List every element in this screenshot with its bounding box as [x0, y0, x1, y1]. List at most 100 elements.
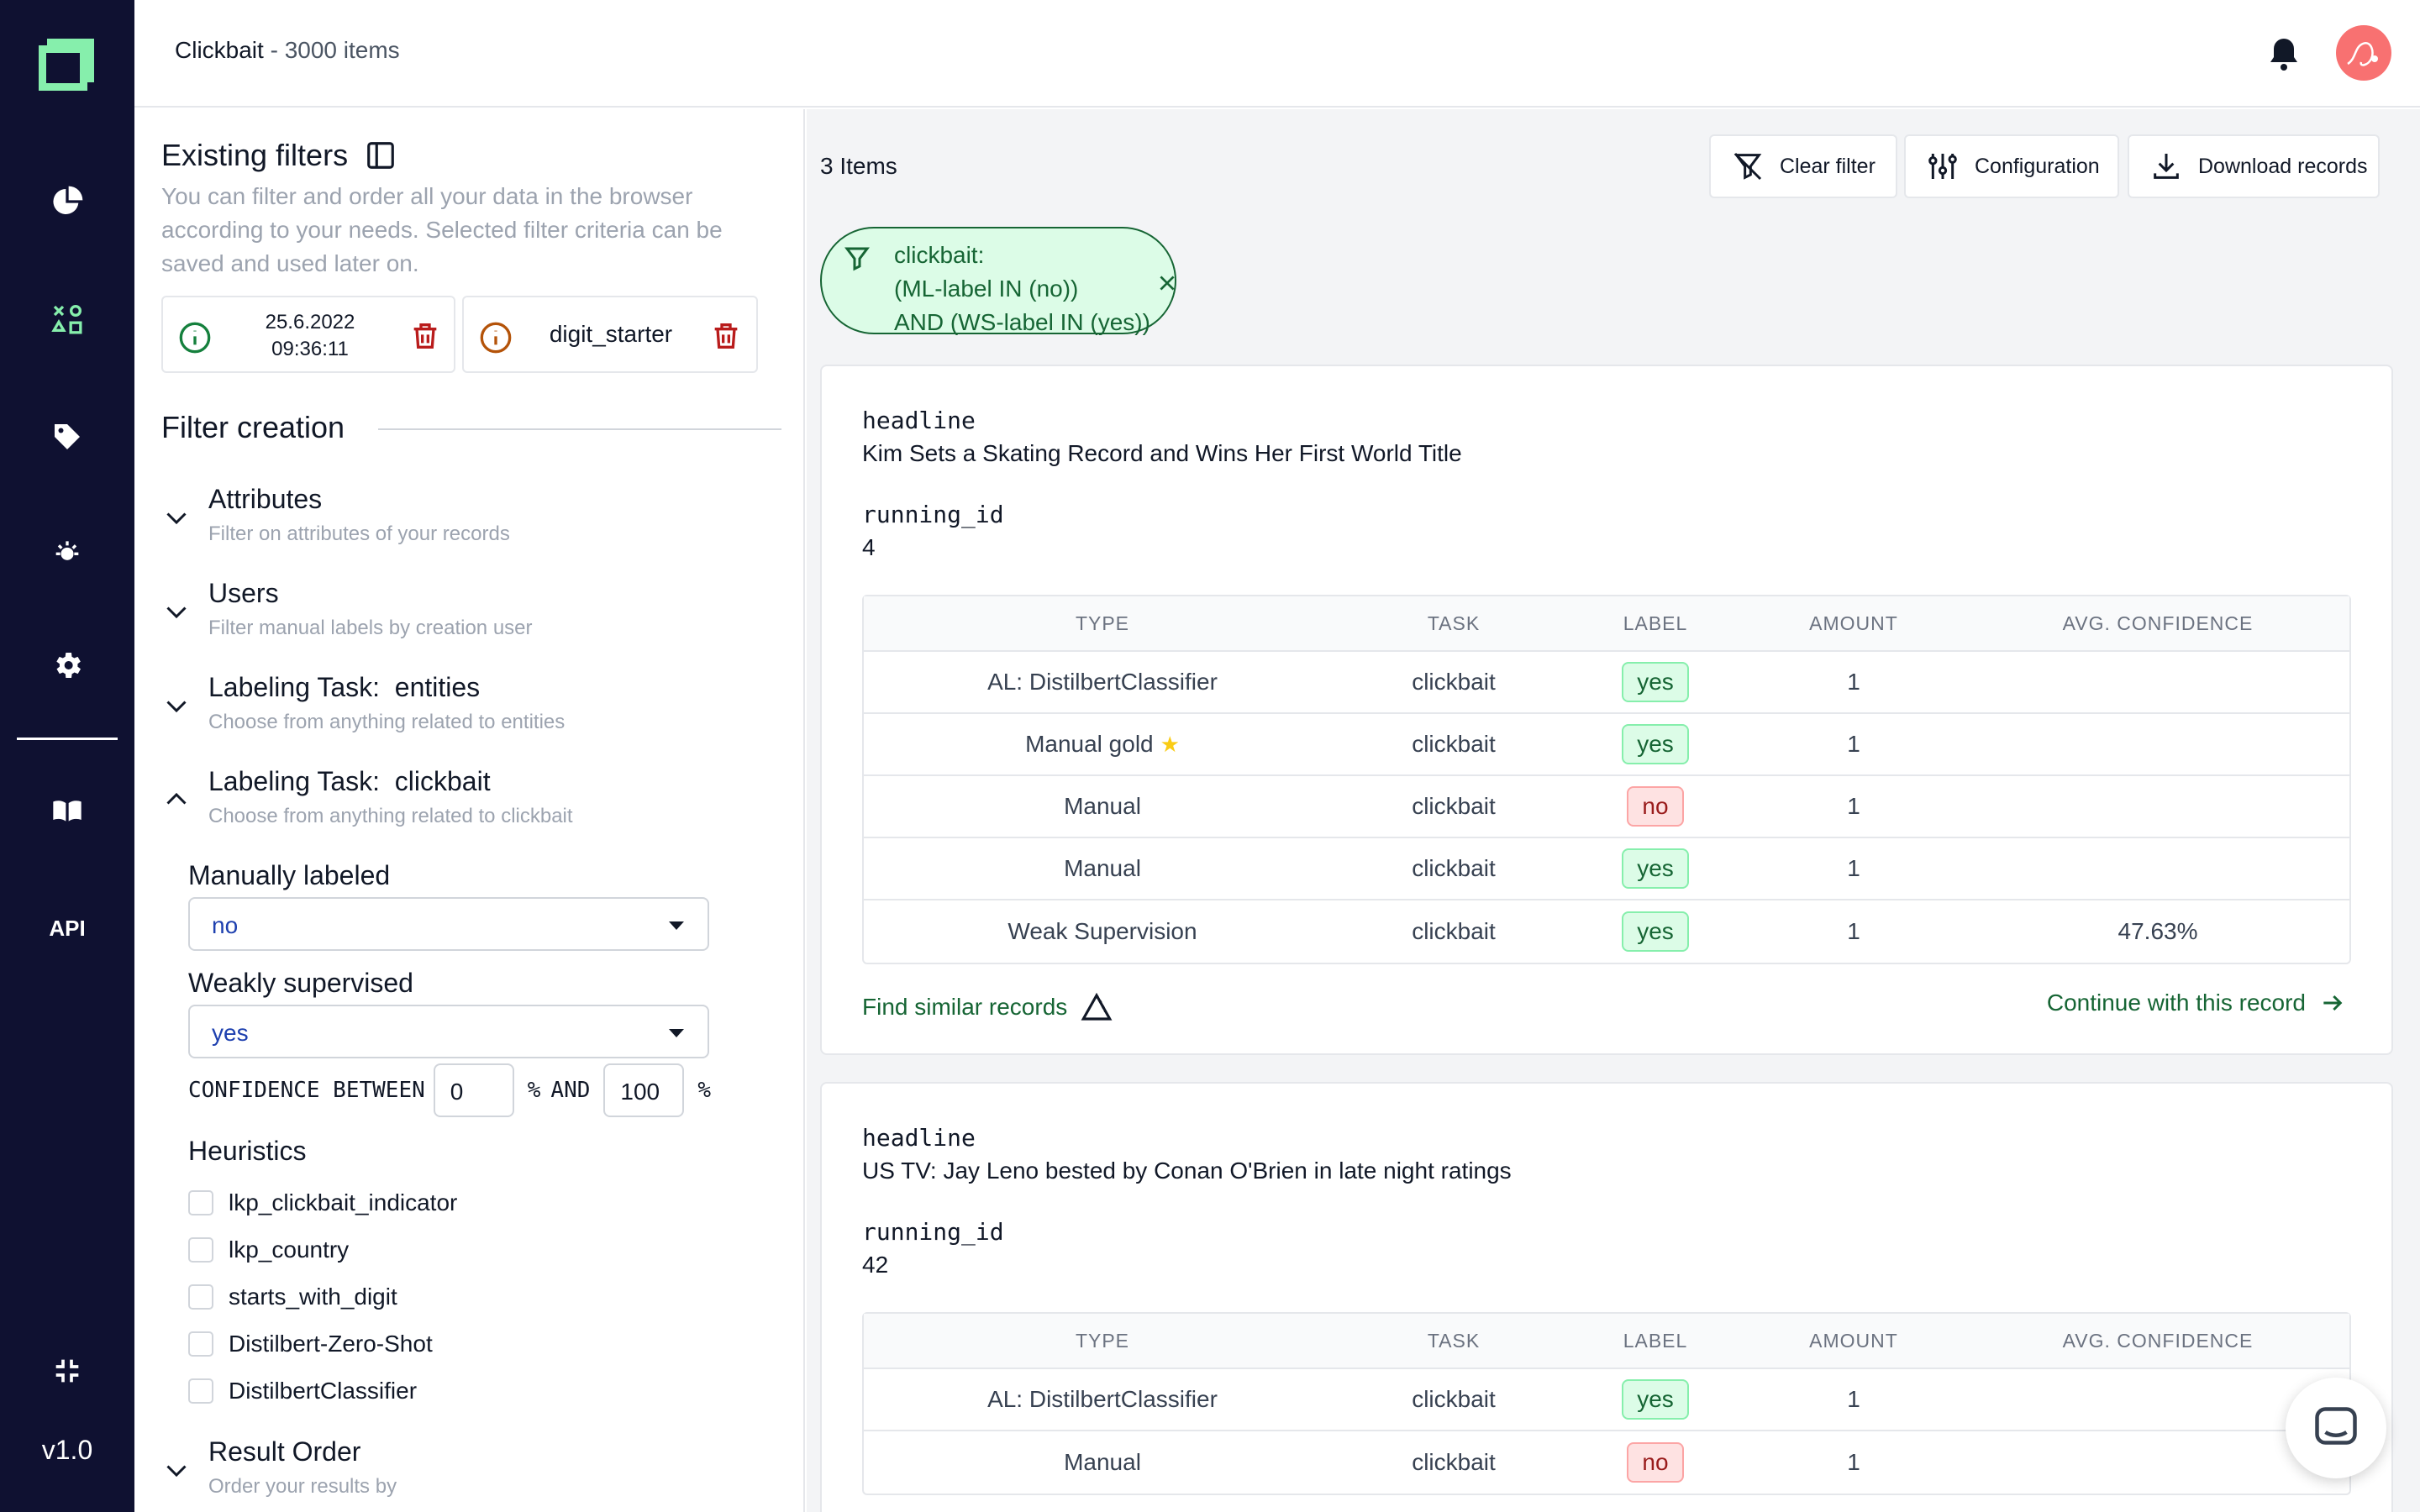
- heuristic-label: starts_with_digit: [229, 1284, 397, 1310]
- labeling-icon[interactable]: [40, 410, 94, 464]
- label-table: TYPE TASK LABEL AMOUNT AVG. CONFIDENCE A…: [862, 595, 2351, 964]
- filter-chip-line: clickbait:: [894, 242, 985, 268]
- active-filter-chip[interactable]: clickbait: (ML-label IN (no)) AND (WS-la…: [820, 227, 1178, 335]
- task-cell: clickbait: [1412, 1449, 1496, 1475]
- configuration-button[interactable]: Configuration: [1904, 134, 2119, 198]
- amount-cell: 1: [1847, 793, 1860, 819]
- confidence-prefix: CONFIDENCE BETWEEN: [188, 1078, 425, 1103]
- saved-filter-date: 25.6.2022: [265, 311, 355, 333]
- type-cell: Manual: [1064, 793, 1141, 819]
- heuristic-checkbox[interactable]: starts_with_digit: [188, 1280, 397, 1314]
- find-similar-label: Find similar records: [862, 994, 1068, 1020]
- select-value: yes: [212, 1020, 249, 1046]
- amount-cell: 1: [1847, 731, 1860, 757]
- select-value: no: [212, 912, 239, 938]
- confidence-max-input[interactable]: 100: [603, 1063, 685, 1117]
- item-count: 3000 items: [284, 37, 400, 63]
- close-icon[interactable]: [1156, 272, 1178, 294]
- label-cell: yes: [1566, 1369, 1744, 1430]
- continue-with-record-link[interactable]: Continue with this record: [2047, 990, 2346, 1016]
- confidence-cell: [1963, 776, 2353, 837]
- filter-creation-heading: Filter creation: [161, 410, 366, 445]
- clear-filter-button[interactable]: Clear filter: [1709, 134, 1897, 198]
- heuristic-label: Distilbert-Zero-Shot: [229, 1331, 433, 1357]
- heuristic-checkbox[interactable]: lkp_country: [188, 1233, 349, 1267]
- saved-filter-time: 09:36:11: [271, 338, 349, 360]
- label-cell: yes: [1566, 714, 1744, 774]
- star-icon: ★: [1160, 731, 1180, 757]
- table-row: Manual clickbait yes 1: [864, 838, 2349, 900]
- accordion-result-order[interactable]: Result Order Order your results by: [161, 1436, 783, 1512]
- checkbox[interactable]: [188, 1284, 213, 1310]
- download-records-label: Download records: [2198, 154, 2368, 178]
- label-cell: yes: [1566, 652, 1744, 712]
- heuristics-icon[interactable]: [40, 524, 94, 578]
- confidence-min-input[interactable]: 0: [433, 1063, 514, 1117]
- accordion-subtitle: Order your results by: [208, 1475, 397, 1498]
- checkbox[interactable]: [188, 1331, 213, 1357]
- accordion-attributes[interactable]: Attributes Filter on attributes of your …: [161, 484, 783, 568]
- table-row: Manual clickbait no 1: [864, 1431, 2349, 1494]
- task-cell: clickbait: [1412, 1386, 1496, 1412]
- field-name: running_id: [862, 1218, 1004, 1246]
- chat-support-icon[interactable]: [2286, 1378, 2386, 1478]
- table-row: AL: DistilbertClassifier clickbait yes 1: [864, 652, 2349, 714]
- heuristic-checkbox[interactable]: DistilbertClassifier: [188, 1374, 417, 1408]
- and-label: AND: [550, 1078, 591, 1103]
- heuristic-label: lkp_clickbait_indicator: [229, 1189, 458, 1215]
- collapse-icon[interactable]: [40, 1344, 94, 1398]
- app-logo[interactable]: [39, 39, 94, 91]
- checkbox[interactable]: [188, 1378, 213, 1404]
- api-link[interactable]: API: [49, 916, 86, 941]
- column-header: AVG. CONFIDENCE: [2062, 612, 2254, 634]
- left-nav: API v1.0: [0, 0, 134, 1512]
- trash-icon[interactable]: [408, 319, 442, 353]
- table-row: Weak Supervision clickbait yes 1 47.63%: [864, 900, 2349, 963]
- heuristic-checkbox[interactable]: Distilbert-Zero-Shot: [188, 1327, 433, 1361]
- overview-icon[interactable]: [40, 175, 94, 228]
- sliders-icon: [1928, 154, 1957, 179]
- saved-filter-1[interactable]: 25.6.2022 09:36:11: [161, 296, 455, 373]
- data-browser-icon[interactable]: [40, 292, 94, 346]
- type-cell: AL: DistilbertClassifier: [987, 669, 1218, 695]
- label-cell: yes: [1566, 900, 1744, 963]
- accordion-title: Users: [208, 578, 279, 608]
- find-similar-link[interactable]: Find similar records: [862, 990, 1114, 1025]
- manually-labeled-select[interactable]: no: [188, 897, 709, 951]
- download-records-button[interactable]: Download records: [2128, 134, 2380, 198]
- user-avatar[interactable]: [2336, 25, 2391, 81]
- manually-labeled-label: Manually labeled: [188, 860, 391, 890]
- checkbox[interactable]: [188, 1190, 213, 1215]
- accordion-title: Attributes: [208, 484, 323, 514]
- sidebar-toggle-icon[interactable]: [365, 139, 397, 171]
- notification-bell-icon[interactable]: [2264, 34, 2304, 74]
- accordion-labeling-entities[interactable]: Labeling Task: entities Choose from anyt…: [161, 672, 783, 756]
- saved-filter-2[interactable]: digit_starter: [462, 296, 758, 373]
- type-cell: Manual gold ★: [864, 714, 1341, 774]
- table-header: TYPE TASK LABEL AMOUNT AVG. CONFIDENCE: [864, 1314, 2349, 1369]
- field-name: headline: [862, 1124, 976, 1152]
- weakly-supervised-label: Weakly supervised: [188, 968, 413, 998]
- accordion-title: Labeling Task: entities: [208, 672, 481, 702]
- arrow-right-icon: [2323, 995, 2343, 1011]
- accordion-labeling-clickbait[interactable]: Labeling Task: clickbait Choose from any…: [161, 766, 783, 850]
- accordion-subtitle: Choose from anything related to clickbai…: [208, 805, 573, 827]
- chevron-down-icon: [166, 512, 187, 525]
- existing-filters-title: Existing filters: [161, 138, 349, 172]
- checkbox[interactable]: [188, 1237, 213, 1263]
- docs-icon[interactable]: [40, 785, 94, 838]
- heuristics-title: Heuristics: [188, 1136, 307, 1166]
- settings-icon[interactable]: [40, 638, 94, 692]
- accordion-users[interactable]: Users Filter manual labels by creation u…: [161, 578, 783, 662]
- info-icon[interactable]: [178, 321, 212, 354]
- weakly-supervised-select[interactable]: yes: [188, 1005, 709, 1058]
- top-header: Clickbait - 3000 items: [134, 0, 2420, 108]
- trash-icon[interactable]: [709, 319, 743, 353]
- confidence-cell: [1963, 652, 2353, 712]
- info-icon[interactable]: [479, 321, 513, 354]
- caret-down-icon: [669, 921, 684, 930]
- amount-cell: 1: [1847, 1386, 1860, 1412]
- column-header: TASK: [1427, 612, 1481, 634]
- chevron-down-icon: [166, 1465, 187, 1478]
- heuristic-checkbox[interactable]: lkp_clickbait_indicator: [188, 1186, 457, 1220]
